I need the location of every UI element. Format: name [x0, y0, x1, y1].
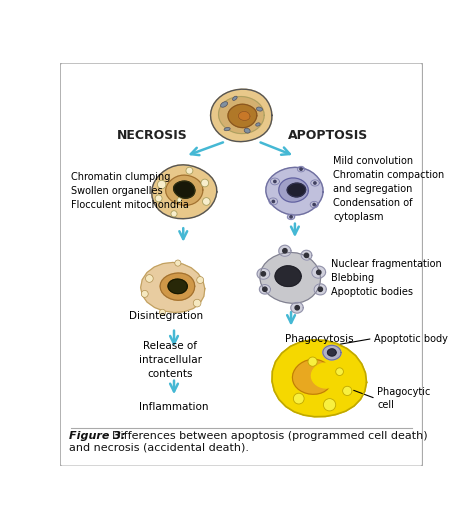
Circle shape	[159, 309, 165, 315]
Circle shape	[193, 299, 201, 307]
Text: NECROSIS: NECROSIS	[117, 129, 188, 142]
Polygon shape	[287, 183, 306, 197]
Polygon shape	[275, 266, 301, 287]
Circle shape	[186, 167, 193, 174]
Polygon shape	[270, 178, 279, 185]
Circle shape	[313, 203, 315, 206]
Ellipse shape	[233, 96, 237, 101]
Circle shape	[203, 198, 210, 205]
Polygon shape	[297, 167, 305, 172]
Ellipse shape	[256, 123, 260, 126]
Polygon shape	[160, 273, 195, 300]
Ellipse shape	[220, 102, 227, 107]
Circle shape	[324, 399, 336, 411]
Polygon shape	[323, 345, 341, 360]
Ellipse shape	[224, 127, 230, 130]
Polygon shape	[219, 96, 264, 134]
Polygon shape	[311, 363, 342, 388]
Text: APOPTOSIS: APOPTOSIS	[288, 129, 368, 142]
Text: Nuclear fragmentation
Blebbing
Apoptotic bodies: Nuclear fragmentation Blebbing Apoptotic…	[331, 259, 442, 298]
Circle shape	[274, 180, 276, 183]
Polygon shape	[168, 279, 187, 293]
Polygon shape	[152, 165, 217, 219]
Circle shape	[290, 216, 292, 218]
Text: Inflammation: Inflammation	[139, 402, 209, 412]
Polygon shape	[291, 302, 303, 313]
Polygon shape	[238, 112, 250, 121]
Polygon shape	[166, 175, 203, 205]
Text: Phagocytosis: Phagocytosis	[285, 334, 354, 344]
Polygon shape	[287, 214, 295, 220]
Circle shape	[317, 270, 321, 275]
Polygon shape	[260, 285, 270, 294]
Polygon shape	[260, 253, 321, 303]
Text: Phagocytic
cell: Phagocytic cell	[377, 387, 430, 410]
Polygon shape	[279, 178, 309, 202]
Text: Figure 3:: Figure 3:	[69, 431, 126, 441]
Ellipse shape	[257, 107, 262, 111]
Circle shape	[283, 248, 287, 253]
Circle shape	[263, 287, 267, 291]
Polygon shape	[211, 89, 272, 141]
Circle shape	[295, 305, 300, 310]
Polygon shape	[311, 180, 319, 186]
Circle shape	[318, 287, 323, 291]
Polygon shape	[272, 340, 366, 417]
Circle shape	[201, 179, 209, 187]
Text: Mild convolution
Chromatin compaction
and segregation
Condensation of
cytoplasm: Mild convolution Chromatin compaction an…	[333, 156, 445, 222]
Polygon shape	[327, 349, 336, 356]
Circle shape	[141, 290, 148, 297]
Circle shape	[146, 275, 153, 282]
Polygon shape	[310, 201, 318, 208]
Circle shape	[308, 357, 317, 366]
Circle shape	[304, 253, 309, 257]
FancyBboxPatch shape	[60, 63, 423, 466]
Polygon shape	[228, 104, 257, 128]
Circle shape	[177, 198, 182, 202]
Polygon shape	[141, 263, 205, 312]
Polygon shape	[279, 245, 291, 256]
Circle shape	[314, 182, 316, 184]
Circle shape	[300, 168, 302, 170]
Circle shape	[342, 386, 352, 396]
Ellipse shape	[244, 128, 250, 133]
Polygon shape	[174, 181, 195, 198]
Circle shape	[175, 260, 181, 266]
Polygon shape	[314, 284, 326, 295]
Polygon shape	[269, 198, 277, 205]
Polygon shape	[266, 167, 323, 215]
Circle shape	[261, 272, 266, 276]
Circle shape	[197, 277, 203, 283]
Polygon shape	[301, 250, 312, 260]
Polygon shape	[257, 268, 270, 279]
Polygon shape	[312, 266, 325, 278]
Circle shape	[272, 200, 275, 203]
Text: Differences between apoptosis (programmed cell death): Differences between apoptosis (programme…	[113, 431, 428, 441]
Text: Apoptotic body: Apoptotic body	[374, 334, 448, 344]
Text: and necrosis (accidental death).: and necrosis (accidental death).	[69, 443, 249, 453]
Text: Release of
intracellular
contents: Release of intracellular contents	[138, 341, 202, 379]
Text: Chromatin clumping
Swollen organelles
Flocculent mitochondria: Chromatin clumping Swollen organelles Fl…	[71, 172, 189, 211]
Circle shape	[155, 195, 162, 202]
Circle shape	[171, 211, 177, 217]
Circle shape	[293, 393, 304, 404]
Circle shape	[336, 368, 343, 376]
Circle shape	[157, 180, 166, 189]
Text: Disintegration: Disintegration	[130, 311, 203, 321]
Polygon shape	[292, 359, 333, 394]
